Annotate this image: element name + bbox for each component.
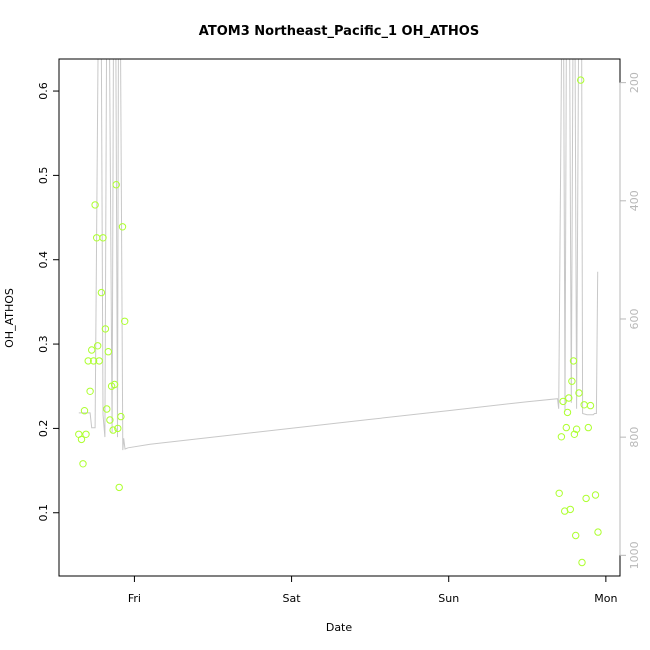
data-point (118, 223, 127, 231)
data-point (104, 348, 113, 356)
data-point (568, 377, 576, 385)
data-point (582, 494, 590, 503)
data-point (555, 489, 563, 497)
data-point (112, 181, 120, 189)
data-point (84, 357, 92, 365)
data-point (101, 325, 110, 333)
data-point (594, 528, 602, 536)
y2-tick-label: 400 (628, 190, 641, 211)
data-point (577, 76, 585, 84)
data-point (99, 234, 107, 242)
x-tick-label: Fri (128, 592, 141, 605)
x-tick-label: Sun (438, 592, 459, 605)
data-point (562, 423, 570, 432)
data-point (115, 483, 123, 492)
y2-tick-label: 1000 (628, 541, 641, 569)
data-point (565, 394, 573, 402)
y-tick-label: 0.3 (37, 335, 50, 353)
plot-frame (58, 58, 621, 577)
data-point (557, 433, 566, 441)
x-tick-label: Mon (594, 592, 617, 605)
data-point (110, 380, 119, 389)
data-point (121, 317, 129, 325)
y2-tick-label: 800 (628, 427, 641, 448)
y-tick-label: 0.5 (37, 167, 50, 185)
data-point (559, 397, 567, 406)
data-point (91, 201, 99, 209)
data-point (572, 425, 581, 433)
plot-area (75, 59, 602, 567)
chart-title: ATOM3 Northeast_Pacific_1 OH_ATHOS (199, 24, 479, 39)
data-point (586, 401, 595, 410)
data-point (89, 357, 98, 365)
data-point (82, 430, 90, 438)
data-point (584, 423, 592, 432)
x-tick-label: Sat (283, 592, 302, 605)
data-point (95, 357, 103, 365)
data-point (569, 357, 578, 365)
data-point (563, 408, 572, 417)
data-point (572, 531, 580, 540)
data-point (79, 460, 87, 468)
data-point (591, 491, 600, 499)
y-tick-label: 0.4 (37, 251, 50, 269)
data-point (80, 407, 89, 415)
data-point (103, 405, 111, 413)
axes: 0.1 0.2 0.3 0.4 0.5 0.6 Fri Sat Sun Mon 200 400 600 8… (37, 72, 641, 605)
data-point (109, 426, 117, 434)
y-tick-label: 0.2 (37, 420, 50, 438)
data-point (566, 505, 574, 514)
y2-tick-label: 600 (628, 308, 641, 329)
data-point (94, 342, 102, 350)
data-point (114, 424, 122, 433)
pressure-line (78, 59, 599, 451)
y-tick-label: 0.1 (37, 504, 50, 522)
data-point (575, 389, 583, 397)
data-point (86, 387, 94, 395)
data-point (106, 416, 114, 424)
y-tick-label: 0.6 (37, 82, 50, 100)
y-axis-label: OH_ATHOS (3, 288, 16, 348)
data-point (97, 288, 106, 297)
data-point (88, 346, 96, 354)
x-axis-label: Date (326, 621, 353, 634)
data-point (578, 558, 586, 567)
y2-tick-label: 200 (628, 72, 641, 93)
data-point (117, 412, 125, 421)
data-point (77, 435, 86, 444)
data-point (580, 401, 588, 409)
